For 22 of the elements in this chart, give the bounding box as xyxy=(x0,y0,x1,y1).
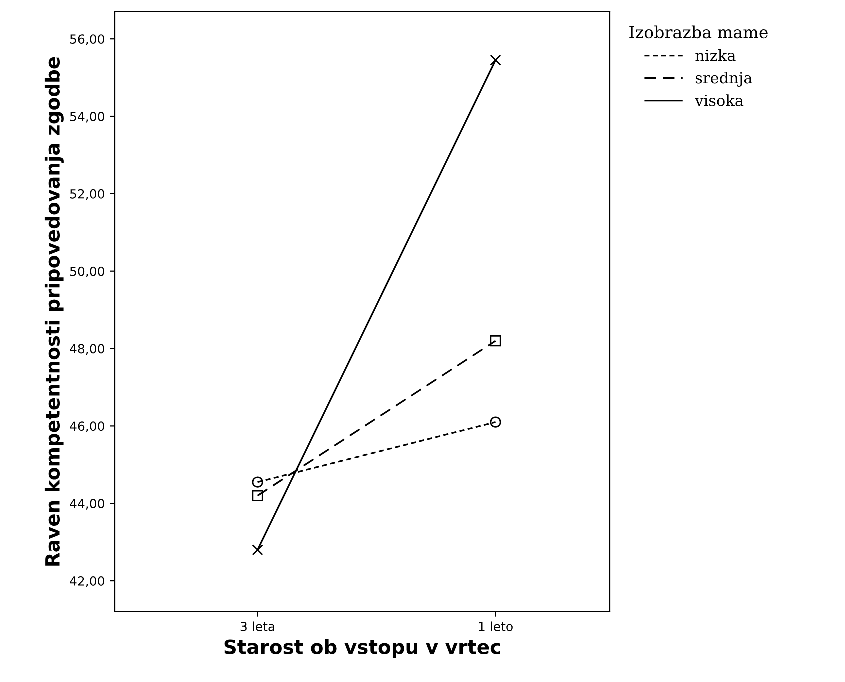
x-tick-label: 3 leta xyxy=(240,622,274,632)
point xyxy=(490,54,502,66)
legend-label: srednja xyxy=(696,72,752,87)
legend-label: visoka xyxy=(695,94,744,106)
y-tick-label: 48,00 xyxy=(70,344,104,355)
y-axis-title: Raven kompetentnosti pripovedovanja zgodbe xyxy=(44,57,64,566)
legend-label: nizka xyxy=(696,50,736,62)
y-tick-label: 52,00 xyxy=(70,189,104,200)
y-tick-label: 56,00 xyxy=(70,34,104,46)
point xyxy=(490,335,502,347)
point xyxy=(252,476,264,488)
x-axis-title: Starost ob vstopu v vrtec xyxy=(224,639,500,658)
y-tick-label: 44,00 xyxy=(70,499,104,510)
y-tick-label: 50,00 xyxy=(70,266,104,278)
y-tick-label: 42,00 xyxy=(70,576,104,588)
point xyxy=(490,416,502,428)
y-tick-label: 54,00 xyxy=(70,112,104,123)
point xyxy=(252,544,264,556)
y-tick-label: 46,00 xyxy=(70,422,104,432)
x-tick-label: 1 leto xyxy=(479,622,513,632)
point xyxy=(252,490,264,502)
legend-title: Izobrazba mame xyxy=(630,26,768,39)
